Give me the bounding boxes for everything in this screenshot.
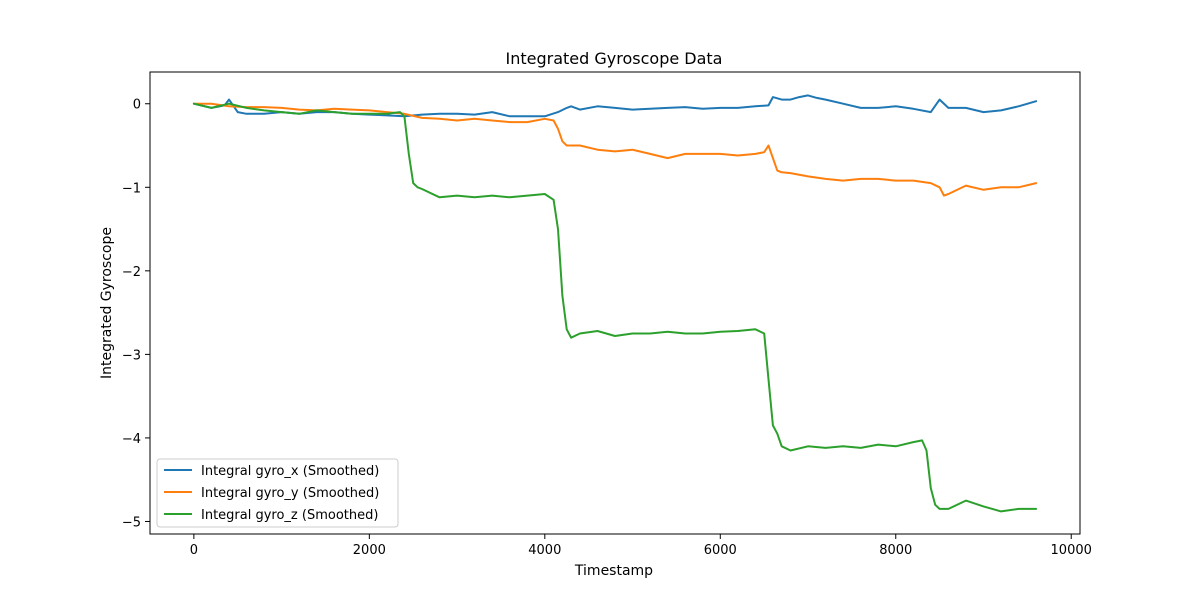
x-tick-label: 8000 bbox=[879, 543, 912, 558]
legend-frame bbox=[156, 458, 399, 528]
legend: Integral gyro_x (Smoothed) Integral gyro… bbox=[156, 458, 399, 528]
y-tick-label: −3 bbox=[122, 348, 141, 363]
legend-label-gyro-z: Integral gyro_z (Smoothed) bbox=[201, 508, 378, 523]
y-axis: 0 −1 −2 −3 −4 −5 bbox=[122, 98, 150, 530]
series-line-gyro-y bbox=[192, 102, 1038, 197]
x-tick-label: 4000 bbox=[528, 543, 561, 558]
x-axis-label: Timestamp bbox=[574, 563, 653, 579]
x-axis: 0 2000 4000 6000 8000 10000 bbox=[190, 534, 1092, 558]
series-line-gyro-z bbox=[192, 102, 1038, 513]
y-axis-label: Integrated Gyroscope bbox=[99, 227, 115, 379]
plot-frame bbox=[149, 71, 1081, 535]
x-tick-label: 6000 bbox=[704, 543, 737, 558]
x-tick-label: 10000 bbox=[1051, 543, 1092, 558]
y-tick-label: −1 bbox=[122, 181, 141, 196]
x-tick-label: 2000 bbox=[353, 543, 386, 558]
y-tick-label: −2 bbox=[122, 265, 141, 280]
y-tick-label: −5 bbox=[122, 515, 141, 530]
legend-label-gyro-y: Integral gyro_y (Smoothed) bbox=[201, 486, 379, 501]
y-tick-label: −4 bbox=[122, 432, 141, 447]
legend-label-gyro-x: Integral gyro_x (Smoothed) bbox=[201, 464, 379, 479]
y-tick-label: 0 bbox=[133, 98, 141, 113]
chart-title: Integrated Gyroscope Data bbox=[506, 49, 723, 68]
series-layer bbox=[192, 94, 1038, 513]
series-line-gyro-x bbox=[192, 94, 1038, 118]
x-tick-label: 0 bbox=[190, 543, 198, 558]
